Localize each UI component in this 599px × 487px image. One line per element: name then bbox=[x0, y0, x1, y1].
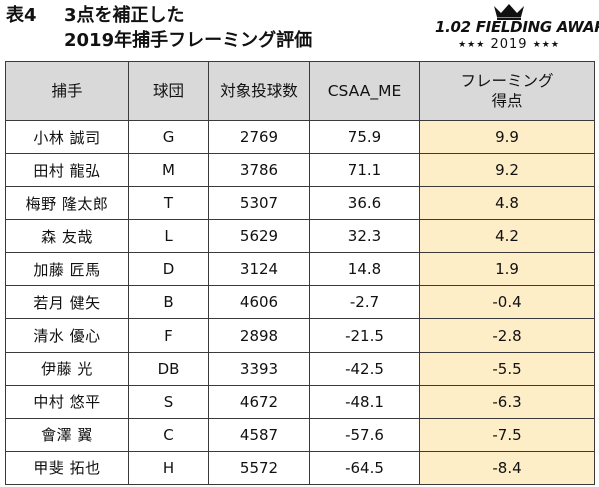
table-body: 小林 誠司 G 2769 75.9 9.9 田村 龍弘 M 3786 71.1 9.2 梅野 隆太郎… bbox=[5, 119, 595, 486]
table-row: 加藤 匠馬 D 3124 14.8 1.9 bbox=[5, 252, 595, 287]
logo-stars-left: ★★★ bbox=[458, 40, 486, 50]
cell-pitches: 5572 bbox=[208, 450, 310, 486]
cell-pitches: 2769 bbox=[208, 119, 310, 155]
logo-brand-text: 1.02 FIELDING AWARDS bbox=[435, 18, 599, 36]
cell-pitches: 5307 bbox=[208, 186, 310, 221]
cell-team: D bbox=[128, 252, 209, 287]
cell-csaa: 75.9 bbox=[309, 119, 420, 155]
cell-framing: -2.8 bbox=[419, 318, 595, 353]
cell-catcher: 會澤 翼 bbox=[5, 417, 129, 452]
cell-csaa: 14.8 bbox=[309, 252, 420, 287]
cell-pitches: 4672 bbox=[208, 384, 310, 419]
cell-framing: 4.2 bbox=[419, 219, 595, 254]
header-pitches: 対象投球数 bbox=[208, 61, 310, 121]
cell-catcher: 田村 龍弘 bbox=[5, 153, 129, 188]
cell-catcher: 加藤 匠馬 bbox=[5, 252, 129, 287]
caption-line-1: 表4 3点を補正した bbox=[6, 4, 312, 28]
cell-catcher: 梅野 隆太郎 bbox=[5, 186, 129, 221]
cell-team: B bbox=[128, 285, 209, 320]
cell-csaa: 36.6 bbox=[309, 186, 420, 221]
caption-title-line-2: 2019年捕手フレーミング評価 bbox=[64, 30, 313, 51]
cell-catcher: 伊藤 光 bbox=[5, 351, 129, 386]
cell-pitches: 3786 bbox=[208, 153, 310, 188]
cell-team: T bbox=[128, 186, 209, 221]
cell-framing: 4.8 bbox=[419, 186, 595, 221]
cell-team: G bbox=[128, 119, 209, 155]
cell-team: C bbox=[128, 417, 209, 452]
cell-pitches: 3124 bbox=[208, 252, 310, 287]
cell-pitches: 3393 bbox=[208, 351, 310, 386]
cell-catcher: 清水 優心 bbox=[5, 318, 129, 353]
table-row: 田村 龍弘 M 3786 71.1 9.2 bbox=[5, 153, 595, 188]
table-row: 森 友哉 L 5629 32.3 4.2 bbox=[5, 219, 595, 254]
cell-team: DB bbox=[128, 351, 209, 386]
cell-team: F bbox=[128, 318, 209, 353]
header-framing-line-1: フレーミング bbox=[460, 72, 554, 90]
cell-csaa: -48.1 bbox=[309, 384, 420, 419]
cell-csaa: -21.5 bbox=[309, 318, 420, 353]
cell-team: L bbox=[128, 219, 209, 254]
cell-csaa: 71.1 bbox=[309, 153, 420, 188]
table-header-row: 捕手 球団 対象投球数 CSAA_ME フレーミング 得点 bbox=[5, 61, 595, 121]
cell-catcher: 若月 健矢 bbox=[5, 285, 129, 320]
cell-csaa: -64.5 bbox=[309, 450, 420, 486]
table-row: 中村 悠平 S 4672 -48.1 -6.3 bbox=[5, 384, 595, 419]
header-framing-line-2: 得点 bbox=[491, 92, 523, 110]
header-csaa: CSAA_ME bbox=[309, 61, 420, 121]
cell-pitches: 5629 bbox=[208, 219, 310, 254]
header-framing: フレーミング 得点 bbox=[419, 61, 595, 121]
logo-year-text: 2019 bbox=[490, 37, 528, 52]
cell-catcher: 小林 誠司 bbox=[5, 119, 129, 155]
cell-framing: -8.4 bbox=[419, 450, 595, 486]
cell-framing: 1.9 bbox=[419, 252, 595, 287]
logo-year: ★★★ 2019 ★★★ bbox=[435, 37, 583, 52]
header-team: 球団 bbox=[128, 61, 209, 121]
cell-framing: 9.2 bbox=[419, 153, 595, 188]
framing-table: 捕手 球団 対象投球数 CSAA_ME フレーミング 得点 小林 誠司 G 2769… bbox=[5, 61, 595, 486]
table-row: 會澤 翼 C 4587 -57.6 -7.5 bbox=[5, 417, 595, 452]
cell-csaa: -57.6 bbox=[309, 417, 420, 452]
table-row: 小林 誠司 G 2769 75.9 9.9 bbox=[5, 119, 595, 155]
cell-framing: -7.5 bbox=[419, 417, 595, 452]
fielding-awards-logo: 1.02 FIELDING AWARDS ★★★ 2019 ★★★ bbox=[435, 2, 599, 60]
crown-icon bbox=[494, 4, 524, 20]
table-row: 清水 優心 F 2898 -21.5 -2.8 bbox=[5, 318, 595, 353]
caption-title-line-1: 3点を補正した bbox=[64, 5, 185, 26]
cell-team: H bbox=[128, 450, 209, 486]
table-row: 梅野 隆太郎 T 5307 36.6 4.8 bbox=[5, 186, 595, 221]
table-row: 若月 健矢 B 4606 -2.7 -0.4 bbox=[5, 285, 595, 320]
header-catcher: 捕手 bbox=[5, 61, 129, 121]
cell-csaa: -2.7 bbox=[309, 285, 420, 320]
cell-catcher: 森 友哉 bbox=[5, 219, 129, 254]
cell-framing: -6.3 bbox=[419, 384, 595, 419]
table-label: 表4 bbox=[6, 5, 37, 26]
cell-pitches: 4587 bbox=[208, 417, 310, 452]
table-caption: 表4 3点を補正した 2019年捕手フレーミング評価 bbox=[6, 4, 312, 54]
cell-pitches: 2898 bbox=[208, 318, 310, 353]
cell-csaa: -42.5 bbox=[309, 351, 420, 386]
cell-pitches: 4606 bbox=[208, 285, 310, 320]
cell-framing: 9.9 bbox=[419, 119, 595, 155]
cell-csaa: 32.3 bbox=[309, 219, 420, 254]
cell-framing: -0.4 bbox=[419, 285, 595, 320]
cell-catcher: 中村 悠平 bbox=[5, 384, 129, 419]
cell-team: M bbox=[128, 153, 209, 188]
cell-team: S bbox=[128, 384, 209, 419]
cell-catcher: 甲斐 拓也 bbox=[5, 450, 129, 486]
table-row: 伊藤 光 DB 3393 -42.5 -5.5 bbox=[5, 351, 595, 386]
table-row: 甲斐 拓也 H 5572 -64.5 -8.4 bbox=[5, 450, 595, 486]
cell-framing: -5.5 bbox=[419, 351, 595, 386]
logo-stars-right: ★★★ bbox=[532, 40, 560, 50]
